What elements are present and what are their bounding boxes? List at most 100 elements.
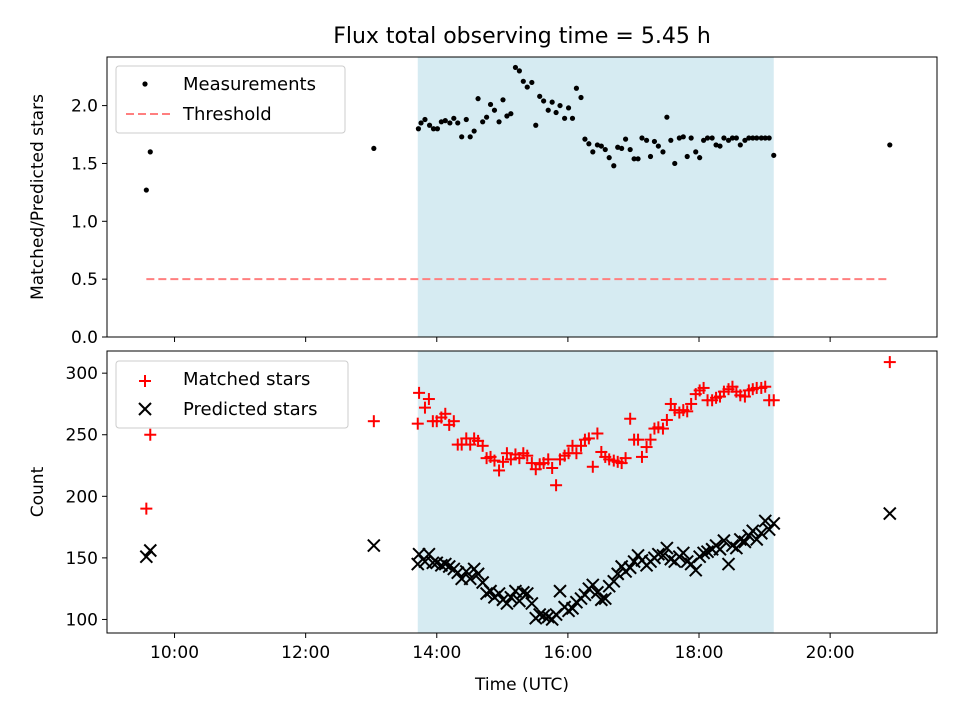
legend-predicted-marker bbox=[138, 402, 152, 416]
measurement-point bbox=[762, 135, 768, 141]
predicted-star-point bbox=[607, 574, 621, 588]
predicted-star-point bbox=[664, 552, 678, 566]
matched-star-point bbox=[883, 356, 896, 369]
measurement-point bbox=[426, 122, 433, 128]
measurement-point bbox=[520, 78, 526, 84]
count-marks bbox=[139, 356, 897, 627]
predicted-star-point bbox=[438, 557, 453, 571]
legend-matched-label: Matched stars bbox=[183, 369, 310, 390]
measurement-point bbox=[438, 119, 444, 125]
matched-star-point bbox=[496, 455, 509, 468]
predicted-star-point bbox=[525, 596, 539, 611]
legend-measurement-marker bbox=[142, 81, 148, 87]
measurement-point bbox=[598, 143, 604, 149]
matched-star-point bbox=[422, 393, 435, 406]
predicted-star-point bbox=[471, 567, 485, 581]
measurement-point bbox=[887, 142, 893, 148]
measurement-point bbox=[524, 84, 530, 90]
predicted-star-point bbox=[762, 522, 776, 537]
y-tick-label: 100 bbox=[66, 610, 98, 630]
matched-star-point bbox=[488, 454, 501, 467]
predicted-star-point bbox=[586, 578, 600, 592]
y-tick-label: 150 bbox=[66, 549, 98, 569]
measurement-point bbox=[733, 135, 739, 141]
predicted-star-point bbox=[713, 542, 727, 556]
y-tick-label: 0.0 bbox=[71, 328, 98, 348]
predicted-star-point bbox=[463, 572, 477, 586]
predicted-star-point bbox=[767, 516, 781, 531]
matched-star-point bbox=[464, 438, 477, 451]
measurement-point bbox=[717, 143, 723, 149]
x-tick-label: 10:00 bbox=[150, 643, 199, 663]
measurement-point bbox=[143, 187, 149, 193]
ratio-marks bbox=[143, 64, 893, 281]
matched-star-point bbox=[759, 380, 772, 393]
predicted-star-point bbox=[725, 538, 740, 553]
measurement-point bbox=[442, 118, 448, 124]
matched-star-point bbox=[140, 502, 153, 515]
matched-star-point bbox=[144, 428, 157, 441]
matched-star-point bbox=[685, 397, 698, 410]
matched-star-point bbox=[591, 427, 604, 440]
matched-star-point bbox=[575, 439, 588, 452]
x-tick-label: 16:00 bbox=[543, 643, 592, 663]
measurement-point bbox=[541, 98, 547, 104]
predicted-star-point bbox=[689, 563, 703, 577]
measurement-point bbox=[455, 120, 461, 126]
count-x-label: Time (UTC) bbox=[474, 675, 569, 695]
measurement-point bbox=[647, 153, 654, 160]
predicted-star-point bbox=[412, 547, 426, 561]
predicted-star-point bbox=[532, 607, 547, 622]
measurement-point bbox=[582, 136, 588, 142]
count-panel: 100 150 200 250 300 10:00 12:00 14:00 16:00 18:0… bbox=[28, 350, 938, 695]
matched-star-point bbox=[632, 433, 645, 446]
predicted-star-point bbox=[660, 541, 674, 555]
measurement-point bbox=[594, 142, 600, 148]
measurement-point bbox=[622, 136, 629, 142]
measurement-point bbox=[758, 135, 764, 141]
measurement-point bbox=[651, 138, 658, 145]
y-tick-label: 2.0 bbox=[71, 97, 98, 117]
measurement-point bbox=[709, 135, 715, 141]
measurement-point bbox=[480, 119, 486, 125]
measurement-point bbox=[697, 155, 703, 161]
matched-star-point bbox=[411, 417, 424, 430]
measurement-point bbox=[565, 105, 572, 111]
predicted-star-point bbox=[598, 591, 612, 606]
measurement-point bbox=[516, 68, 522, 74]
predicted-star-point bbox=[883, 506, 897, 521]
measurement-point bbox=[746, 135, 752, 141]
y-tick-label: 0.5 bbox=[71, 270, 98, 290]
predicted-star-point bbox=[483, 584, 498, 598]
measurement-point bbox=[434, 126, 441, 132]
measurement-point bbox=[635, 156, 641, 162]
measurement-point bbox=[487, 101, 494, 108]
measurement-point bbox=[451, 115, 457, 121]
measurement-point bbox=[529, 79, 535, 86]
measurement-point bbox=[471, 128, 477, 134]
count-x-ticks: 10:00 12:00 14:00 16:00 18:00 20:00 bbox=[150, 633, 855, 663]
matched-star-point bbox=[640, 441, 653, 454]
ratio-y-ticks: 0.0 0.5 1.0 1.5 2.0 bbox=[71, 97, 107, 348]
measurement-point bbox=[578, 94, 584, 101]
measurement-point bbox=[725, 137, 732, 143]
matched-star-point bbox=[439, 407, 452, 420]
matched-star-point bbox=[697, 381, 710, 394]
predicted-star-point bbox=[500, 596, 514, 611]
ratio-x-ticks bbox=[174, 337, 831, 342]
measurement-point bbox=[660, 149, 666, 155]
measurement-point bbox=[750, 135, 756, 141]
ratio-y-label: Matched/Predicted stars bbox=[28, 94, 48, 300]
y-tick-label: 1.0 bbox=[71, 212, 98, 232]
measurement-point bbox=[643, 137, 650, 143]
matched-star-point bbox=[624, 412, 637, 425]
y-tick-label: 200 bbox=[66, 487, 98, 507]
predicted-star-point bbox=[590, 585, 605, 600]
matched-star-point bbox=[738, 390, 751, 403]
measurement-point bbox=[701, 137, 707, 143]
predicted-star-point bbox=[746, 524, 760, 538]
ratio-panel: 0.00.51.01.52.0 Matched/Predicted stars … bbox=[28, 56, 938, 348]
measurement-point bbox=[737, 142, 743, 148]
measurement-point bbox=[467, 134, 473, 140]
measurement-point bbox=[631, 156, 637, 162]
